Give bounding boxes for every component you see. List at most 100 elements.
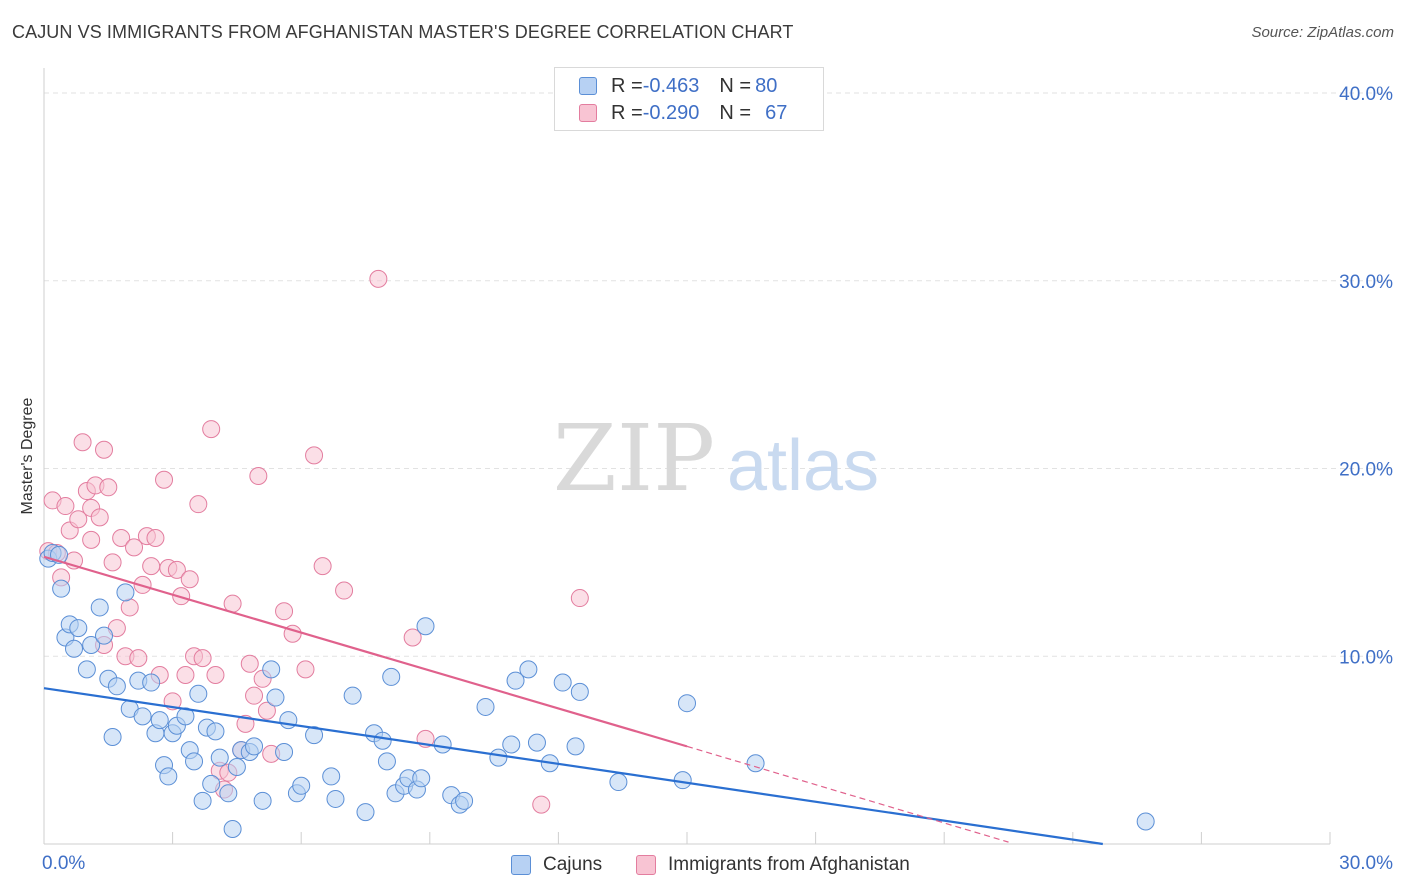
y-tick-label: 40.0%: [1339, 84, 1393, 105]
cajuns-point: [506, 671, 525, 690]
afghanistan-point: [99, 478, 118, 497]
cajuns-point: [326, 789, 345, 808]
afghanistan-point: [73, 433, 92, 452]
cajuns-point: [292, 776, 311, 795]
afghanistan-point: [129, 649, 148, 668]
watermark-atlas: atlas: [727, 426, 879, 506]
legend-r-label: R =: [611, 101, 643, 124]
cajuns-point: [519, 660, 538, 679]
cajuns-point: [142, 673, 161, 692]
afghanistan-point: [125, 538, 144, 557]
afghanistan-point: [249, 467, 268, 486]
cajuns-point: [52, 579, 71, 598]
afghanistan-point: [305, 446, 324, 465]
cajuns-point: [673, 771, 692, 790]
afghanistan-point: [313, 557, 332, 576]
afghanistan-trend-extension: [686, 745, 1009, 843]
afghanistan-point: [193, 649, 212, 668]
watermark: ZIP atlas: [553, 405, 879, 512]
cajuns-point: [266, 688, 285, 707]
gridlines: [44, 92, 1390, 657]
afghanistan-point: [335, 581, 354, 600]
legend-row-cajuns: R = -0.463 N = 80: [579, 73, 777, 99]
cajuns-legend-swatch: [511, 855, 531, 875]
cajuns-point: [193, 791, 212, 810]
legend-n-label: N =: [719, 101, 752, 124]
cajuns-point: [570, 682, 589, 701]
cajuns-point: [416, 617, 435, 636]
legend-item-afghanistan[interactable]: Immigrants from Afghanistan: [636, 851, 910, 879]
legend-row-afghanistan: R = -0.290 N = 67: [579, 100, 787, 126]
cajuns-point: [227, 758, 246, 777]
cajuns-trend-line: [43, 687, 1103, 846]
legend-item-cajuns[interactable]: Cajuns: [511, 851, 602, 879]
cajuns-point: [210, 748, 229, 767]
legend-label-cajuns: Cajuns: [543, 854, 603, 875]
cajuns-point: [189, 684, 208, 703]
legend-n-value: 67: [765, 101, 788, 124]
afghanistan-point: [245, 686, 264, 705]
afghanistan-point: [146, 528, 165, 547]
afghanistan-point: [296, 660, 315, 679]
cajuns-point: [305, 726, 324, 745]
cajuns-point: [746, 754, 765, 773]
afghanistan-point: [90, 508, 109, 527]
legend-label-afghanistan: Immigrants from Afghanistan: [668, 854, 910, 875]
afghanistan-point: [120, 598, 139, 617]
y-tick-label: 30.0%: [1339, 272, 1393, 293]
afghanistan-point: [257, 701, 276, 720]
stats-legend: R = -0.463 N = 80 R = -0.290 N = 67: [554, 67, 824, 131]
source-label: Source: ZipAtlas.com: [1251, 24, 1394, 41]
cajuns-point: [476, 697, 495, 716]
afghanistan-point: [69, 510, 88, 529]
tick-labels: 10.0% 20.0% 30.0% 40.0% 0.0% 30.0%: [42, 84, 1393, 874]
cajuns-point: [527, 733, 546, 752]
cajuns-point: [678, 694, 696, 713]
cajuns-point: [377, 752, 396, 771]
afghanistan-point: [95, 440, 114, 459]
cajuns-swatch: [579, 77, 597, 95]
cajuns-point: [103, 727, 122, 746]
cajuns-point: [275, 743, 294, 762]
afghanistan-point: [180, 570, 199, 589]
cajuns-point: [489, 748, 508, 767]
afghanistan-point: [167, 560, 186, 579]
cajuns-point: [159, 767, 178, 786]
y-tick-label: 20.0%: [1339, 460, 1393, 481]
cajuns-point: [253, 791, 272, 810]
cajuns-point: [322, 767, 341, 786]
cajuns-point: [176, 707, 195, 726]
cajuns-point: [206, 722, 225, 741]
afghanistan-point: [532, 795, 551, 814]
cajuns-point: [95, 626, 114, 645]
cajuns-point: [65, 639, 84, 658]
cajuns-point: [223, 819, 242, 838]
cajuns-point: [609, 773, 628, 792]
afghanistan-trend-line: [43, 555, 688, 748]
cajuns-point: [77, 660, 96, 679]
cajuns-point: [202, 774, 221, 793]
cajuns-point: [90, 598, 109, 617]
y-tick-label: 10.0%: [1339, 647, 1393, 668]
afghanistan-point: [403, 628, 422, 647]
cajuns-point: [69, 619, 88, 638]
afghanistan-swatch: [579, 104, 597, 122]
trend-lines: [43, 555, 1103, 846]
afghanistan-point: [155, 470, 174, 489]
afghanistan-point: [570, 589, 589, 608]
afghanistan-point: [189, 495, 208, 514]
cajuns-point: [219, 784, 238, 803]
cajuns-point: [185, 752, 204, 771]
afghanistan-point: [240, 654, 259, 673]
cajuns-point: [1136, 812, 1155, 831]
afghanistan-point: [103, 553, 122, 572]
afghanistan-point: [369, 269, 388, 288]
x-tick-label-min: 0.0%: [42, 853, 85, 874]
afghanistan-point: [142, 557, 161, 576]
cajuns-point: [566, 737, 585, 756]
cajuns-point: [262, 660, 281, 679]
cajuns-point: [455, 791, 474, 810]
afghanistan-point: [202, 420, 221, 439]
afghanistan-point: [112, 528, 131, 547]
